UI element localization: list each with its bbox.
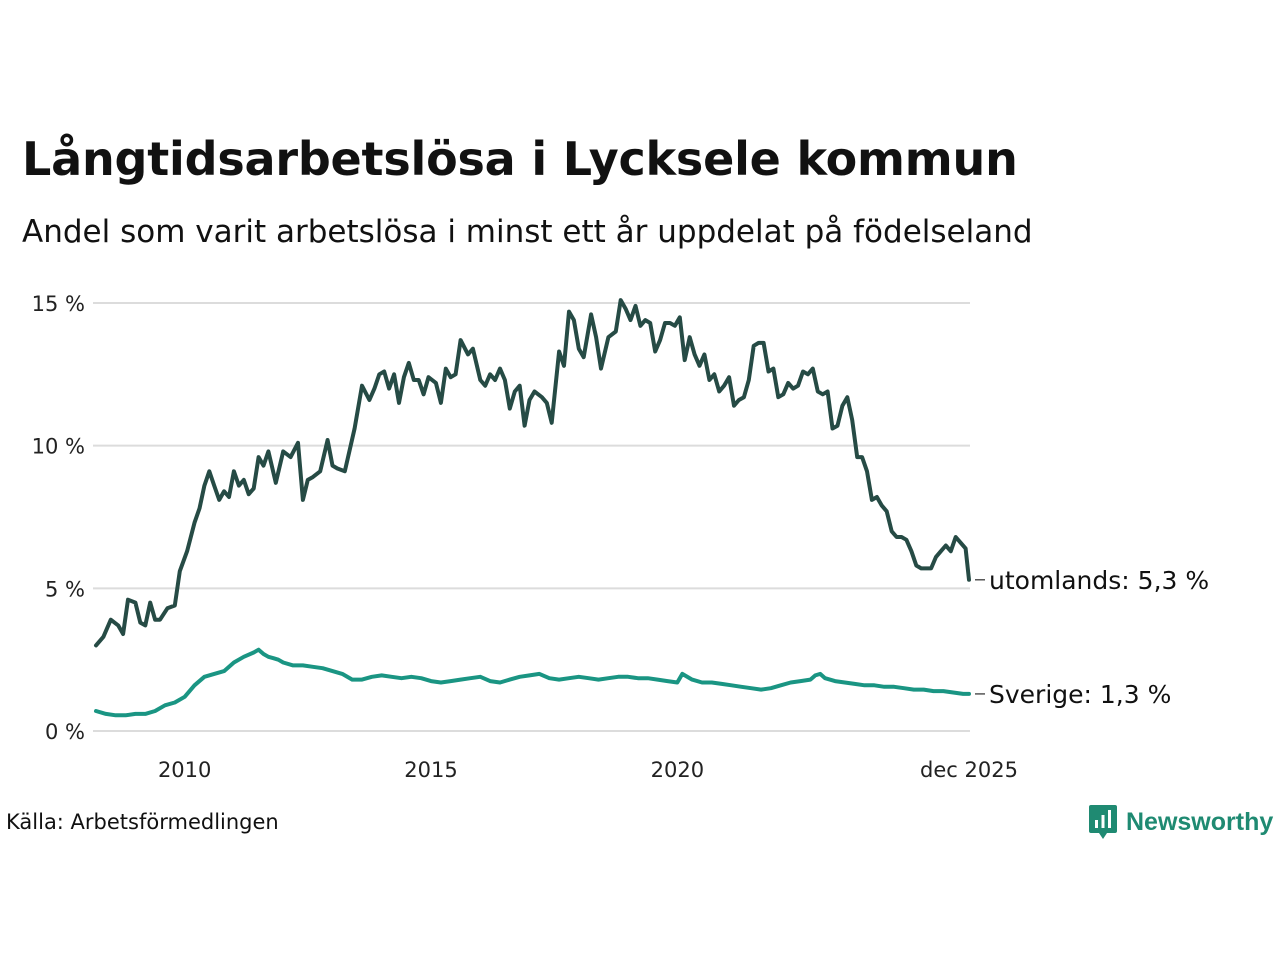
y-tick-label: 5 % bbox=[45, 577, 85, 601]
x-tick-label: dec 2025 bbox=[920, 758, 1018, 782]
brand-name: Newsworthy bbox=[1126, 807, 1274, 836]
x-tick-label: 2015 bbox=[404, 758, 457, 782]
x-tick-label: 2010 bbox=[158, 758, 211, 782]
chart-title: Långtidsarbetslösa i Lycksele kommun bbox=[22, 132, 1018, 186]
chart-subtitle: Andel som varit arbetslösa i minst ett å… bbox=[22, 214, 1033, 250]
y-tick-label: 10 % bbox=[32, 435, 85, 459]
brand-logo[interactable]: Newsworthy bbox=[1088, 804, 1273, 840]
source-note: Källa: Arbetsförmedlingen bbox=[6, 810, 279, 834]
series-end-label: utomlands: 5,3 % bbox=[989, 566, 1209, 595]
series-line-utomlands bbox=[94, 298, 971, 648]
newsworthy-logo-icon bbox=[1089, 805, 1117, 839]
x-tick-label: 2020 bbox=[651, 758, 704, 782]
y-tick-label: 0 % bbox=[45, 720, 85, 744]
series-line-sverige bbox=[94, 647, 971, 718]
series-end-label: Sverige: 1,3 % bbox=[989, 680, 1171, 709]
y-tick-label: 15 % bbox=[32, 292, 85, 316]
